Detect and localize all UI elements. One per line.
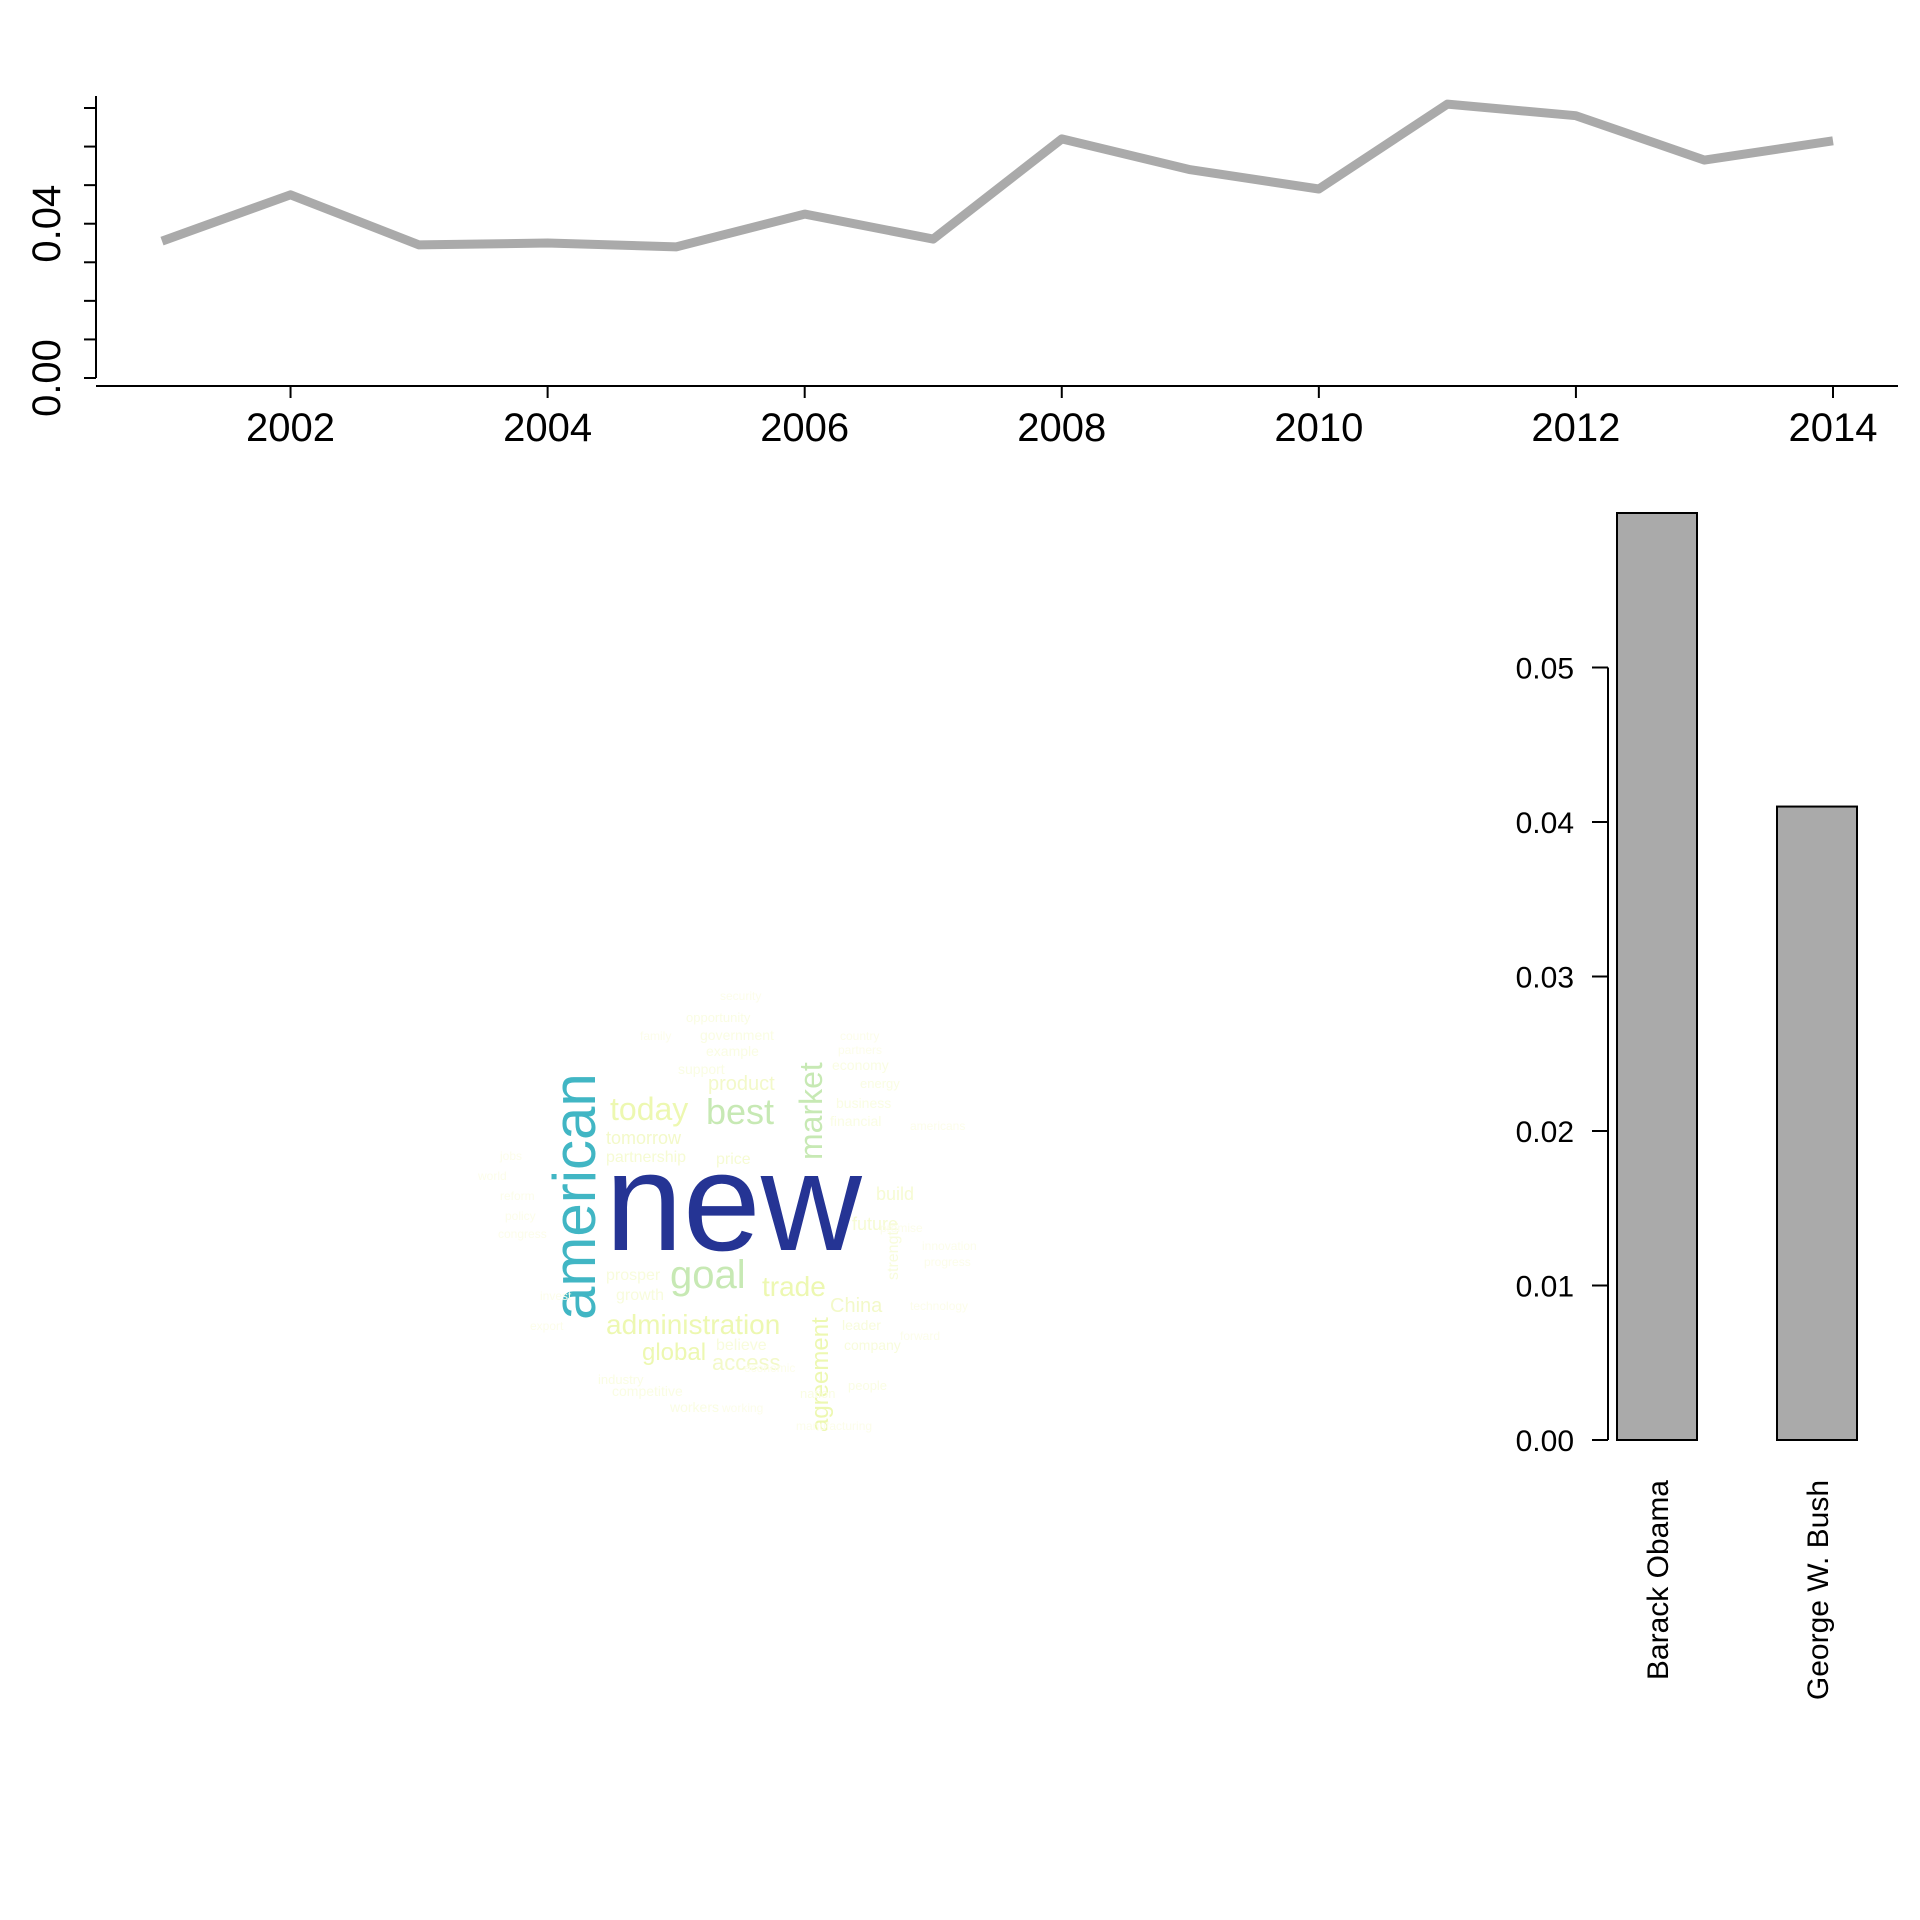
x-tick-label: 2014 xyxy=(1789,406,1878,450)
word-cloud-word: example xyxy=(706,1043,759,1059)
line-chart-axes: 0.00 0.04 2002 2004 2006 2008 2010 2012 2014 xyxy=(25,96,1898,450)
word-cloud-word: forward xyxy=(900,1329,940,1343)
word-cloud-word: jobs xyxy=(499,1149,522,1163)
word-cloud-word: economy xyxy=(832,1057,889,1073)
line-chart-series xyxy=(160,99,1834,252)
word-cloud-word: policy xyxy=(505,1209,536,1223)
bar-chart-axes: 0.00 0.01 0.02 0.03 0.04 0.05 Barack Obama Geor… xyxy=(1516,653,1835,1701)
bar-y-tick-label: 0.00 xyxy=(1516,1425,1574,1458)
series-line xyxy=(160,99,1834,252)
word-cloud-word: promise xyxy=(880,1221,923,1235)
word-cloud-word: trade xyxy=(762,1271,826,1302)
word-cloud-word: partners xyxy=(838,1043,882,1057)
word-cloud-word: build xyxy=(876,1184,914,1204)
word-cloud-word: support xyxy=(678,1061,725,1077)
word-cloud-word: best xyxy=(706,1091,774,1132)
word-cloud-word: new xyxy=(605,1123,863,1280)
word-cloud-word: congress xyxy=(498,1227,547,1241)
bar-chart-bars xyxy=(1616,512,1858,1441)
word-cloud-word: reform xyxy=(500,1189,535,1203)
word-cloud-word: industry xyxy=(598,1372,644,1387)
bar-category-label: George W. Bush xyxy=(1802,1480,1835,1700)
word-cloud-word: technology xyxy=(910,1299,968,1313)
word-cloud-word: prosper xyxy=(606,1267,661,1284)
word-cloud-word: country xyxy=(840,1029,879,1043)
word-cloud-word: competitive xyxy=(612,1383,683,1399)
word-cloud-word: government xyxy=(700,1027,774,1043)
word-cloud-word: financial xyxy=(830,1113,881,1129)
word-cloud-word: future xyxy=(852,1214,898,1234)
x-tick-label: 2010 xyxy=(1274,406,1363,450)
word-cloud-word: growth xyxy=(616,1287,664,1304)
word-cloud-word: company xyxy=(844,1337,901,1353)
word-cloud-word: economic xyxy=(744,1361,795,1375)
word-cloud-word: China xyxy=(830,1295,883,1317)
bar-chart: 0.00 0.01 0.02 0.03 0.04 0.05 Barack Obama Geor… xyxy=(1516,512,1858,1701)
word-cloud-word: family xyxy=(640,1029,671,1043)
line-chart: 0.00 0.04 2002 2004 2006 2008 2010 2012 2014 xyxy=(25,96,1898,450)
word-cloud-word: working xyxy=(721,1401,763,1415)
x-tick-label: 2006 xyxy=(760,406,849,450)
word-cloud-word: market xyxy=(793,1062,829,1160)
word-cloud-word: energy xyxy=(860,1076,900,1091)
bar xyxy=(1776,805,1858,1441)
bar-category-label: Barack Obama xyxy=(1642,1480,1675,1680)
word-cloud-word: manufacturing xyxy=(796,1419,872,1433)
x-tick-label: 2002 xyxy=(246,406,335,450)
x-tick-label: 2004 xyxy=(503,406,592,450)
word-cloud-word: world xyxy=(477,1169,507,1183)
word-cloud-word: strength xyxy=(885,1222,902,1280)
word-cloud-word: invest xyxy=(540,1289,572,1303)
bar-y-tick-label: 0.01 xyxy=(1516,1271,1574,1304)
y-tick-label: 0.00 xyxy=(25,339,69,417)
word-cloud-word: goal xyxy=(670,1253,746,1297)
word-cloud-word: agreement xyxy=(807,1317,834,1432)
bar xyxy=(1616,512,1698,1441)
x-tick-label: 2008 xyxy=(1017,406,1106,450)
word-cloud-word: administration xyxy=(606,1309,780,1340)
word-cloud-word: security xyxy=(720,989,761,1003)
word-cloud-word: business xyxy=(836,1095,891,1111)
word-cloud-word: price xyxy=(716,1151,751,1168)
word-cloud-word: leader xyxy=(842,1317,881,1333)
word-cloud-word: believe xyxy=(716,1337,767,1354)
bar-y-tick-label: 0.02 xyxy=(1516,1116,1574,1149)
bar-y-tick-label: 0.05 xyxy=(1516,653,1574,686)
word-cloud-word: progress xyxy=(924,1255,971,1269)
word-cloud-word: export xyxy=(530,1319,564,1333)
word-cloud-word: americans xyxy=(910,1119,965,1133)
word-cloud-word: innovation xyxy=(922,1239,977,1253)
word-cloud-word: american xyxy=(541,1073,608,1320)
word-cloud-word: product xyxy=(708,1073,775,1095)
bar-y-tick-label: 0.04 xyxy=(1516,807,1574,840)
y-tick-label: 0.04 xyxy=(25,185,69,263)
word-cloud-word: partnership xyxy=(606,1149,686,1166)
x-tick-label: 2012 xyxy=(1531,406,1620,450)
bar-y-tick-label: 0.03 xyxy=(1516,962,1574,995)
word-cloud-word: access xyxy=(712,1350,780,1375)
word-cloud-word: workers xyxy=(669,1399,719,1415)
word-cloud-word: today xyxy=(610,1091,688,1127)
word-cloud-word: opportunity xyxy=(686,1010,751,1025)
word-cloud-word: global xyxy=(642,1339,706,1366)
word-cloud-word: people xyxy=(848,1378,887,1393)
word-cloud-word: nation xyxy=(800,1386,835,1401)
word-cloud-word: tomorrow xyxy=(606,1128,682,1148)
